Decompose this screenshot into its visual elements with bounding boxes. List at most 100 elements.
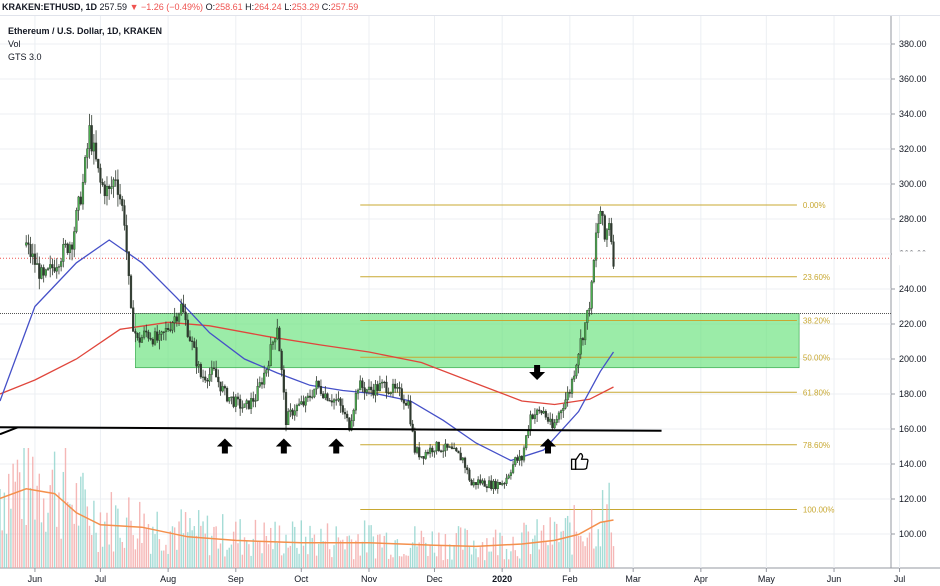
fib-label: 38.20% [803, 317, 830, 326]
volume-bar [355, 540, 357, 568]
volume-bar [99, 512, 102, 568]
candle-body [435, 441, 438, 452]
candle-body [542, 411, 545, 414]
volume-bar [350, 539, 353, 568]
volume-bar [366, 552, 368, 568]
volume-bar [56, 526, 58, 568]
volume-bar [219, 543, 222, 568]
candle-body [114, 179, 117, 181]
volume-bar [115, 505, 117, 568]
candle-body [479, 479, 482, 484]
volume-bar [130, 520, 132, 568]
volume-bar [243, 537, 246, 568]
volume-bar [560, 531, 562, 568]
volume-bar [525, 524, 527, 568]
candle-body [129, 275, 133, 308]
volume-bar [132, 535, 134, 568]
volume-bar [197, 510, 200, 568]
candle-body [221, 386, 224, 392]
volume-bar [538, 549, 540, 568]
candle-body [424, 451, 427, 459]
candle-body [529, 414, 532, 431]
candle-body [348, 417, 351, 431]
candle-body [328, 400, 331, 402]
candle-body [383, 381, 386, 384]
candle-body [612, 241, 615, 267]
candle-body [108, 186, 111, 189]
volume-bar [370, 525, 372, 568]
candle-body [592, 260, 595, 283]
volume-bar [77, 525, 80, 568]
candle-body [533, 414, 537, 419]
volume-bar [551, 544, 554, 568]
volume-bar [5, 533, 8, 568]
volume-bar [309, 525, 311, 568]
volume-bar [156, 511, 158, 568]
price-chart[interactable]: 100.00 120.00 140.00 160.00 180.00 200.00 220.… [0, 16, 940, 586]
volume-bar [479, 547, 482, 568]
volume-bar [64, 448, 67, 568]
candle-body [455, 447, 458, 452]
candle-body [49, 264, 52, 269]
volume-bar [302, 545, 305, 568]
candle-body [324, 393, 327, 399]
candle-body [354, 393, 357, 411]
candle-body [378, 382, 381, 391]
volume-bar [8, 473, 10, 568]
volume-bar [256, 541, 259, 568]
volume-bar [110, 492, 113, 568]
volume-bar [40, 522, 43, 568]
volume-bar [601, 490, 604, 568]
candle-body [313, 388, 316, 398]
volume-bar [173, 527, 176, 568]
candle-body [584, 322, 587, 341]
volume-bar [178, 521, 180, 568]
volume-bar [27, 448, 30, 568]
chart-frame[interactable]: 100.00 120.00 140.00 160.00 180.00 200.00 220.… [0, 16, 940, 586]
candle-body [204, 376, 207, 381]
candle-body [370, 386, 373, 391]
volume-bar [575, 531, 578, 568]
candle-body [25, 242, 28, 246]
candle-body [210, 367, 213, 375]
volume-bar [139, 501, 141, 568]
volume-bar [248, 544, 250, 568]
candle-body [599, 211, 602, 224]
candle-body [92, 142, 95, 152]
candle-body [516, 457, 519, 461]
volume-bar [599, 546, 602, 568]
volume-bar [226, 549, 228, 568]
volume-bar [455, 533, 458, 568]
y-tick-label: 220.00 [899, 319, 927, 329]
volume-bar [307, 554, 309, 568]
volume-bar [477, 557, 479, 568]
volume-bar [383, 535, 385, 568]
candle-body [228, 397, 231, 402]
candle-body [431, 447, 434, 453]
volume-bar [222, 514, 224, 568]
candle-body [271, 341, 275, 345]
candle-body [88, 125, 91, 149]
candle-body [586, 310, 589, 323]
volume-bar [125, 517, 128, 568]
candle-body [356, 389, 360, 394]
volume-bar [88, 525, 91, 568]
candle-body [79, 196, 82, 205]
volume-bar [51, 469, 54, 568]
volume-bar [344, 549, 346, 568]
candle-body [151, 339, 154, 345]
candle-body [258, 382, 261, 387]
x-tick-label: Mar [625, 574, 641, 584]
legend-indicator[interactable]: GTS 3.0 [8, 52, 42, 62]
candle-body [581, 338, 585, 341]
candle-body [252, 398, 255, 402]
volume-bar [418, 542, 420, 568]
candle-body [426, 451, 430, 454]
volume-bar [224, 556, 226, 568]
candle-body [29, 244, 32, 257]
legend-volume[interactable]: Vol [8, 39, 21, 49]
candle-body [494, 480, 497, 489]
candle-body [385, 381, 388, 393]
volume-bar [322, 541, 324, 568]
symbol-label[interactable]: KRAKEN:ETHUSD, 1D [2, 2, 98, 12]
